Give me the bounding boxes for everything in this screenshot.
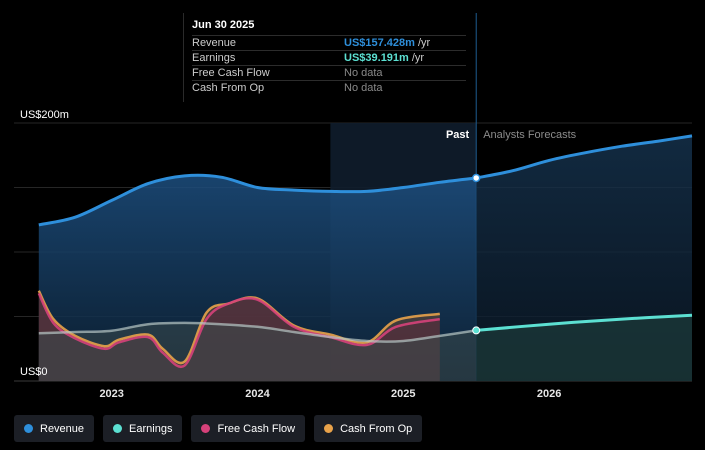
tooltip-row-earnings: Earnings US$39.191m /yr: [192, 50, 466, 65]
tooltip-row-cash-from-op: Cash From Op No data: [192, 80, 466, 95]
earnings-line: [38, 321, 477, 343]
revenue-forecast-line: [475, 134, 693, 180]
tooltip-row-label: Revenue: [192, 37, 237, 49]
legend-label: Earnings: [129, 422, 173, 435]
legend-dot-icon: [24, 424, 33, 433]
tooltip-row-free-cash-flow: Free Cash Flow No data: [192, 65, 466, 80]
x-tick-label: 2025: [391, 388, 415, 400]
legend-item-cash-from-op[interactable]: Cash From Op: [314, 415, 423, 442]
tooltip-date: Jun 30 2025: [192, 19, 255, 31]
legend-dot-icon: [201, 424, 211, 433]
line-layer: [37, 134, 693, 368]
earnings-forecast-area: [476, 315, 692, 381]
marker-layer: [471, 173, 481, 335]
earnings-marker: [472, 326, 481, 335]
tooltip-row-value: No data: [344, 67, 383, 79]
x-tick-label: 2024: [245, 388, 270, 400]
legend-item-revenue[interactable]: Revenue: [14, 415, 95, 442]
legend-label: Revenue: [40, 422, 85, 435]
legend: Revenue Earnings Free Cash Flow Cash Fro…: [14, 415, 423, 442]
earnings-forecast-line: [476, 313, 693, 332]
legend-item-free-cash-flow[interactable]: Free Cash Flow: [191, 415, 306, 442]
y-axis-top-label: US$200m: [20, 109, 69, 121]
tooltip-row-unit: /yr: [417, 37, 431, 49]
x-tick-label: 2023: [99, 388, 123, 400]
revenue-line: [38, 173, 477, 227]
y-axis-bottom-label: US$0: [20, 366, 48, 378]
label-layer: US$200m US$0 2023 2024 2025 2026 Past Analysts …: [20, 109, 577, 400]
forecast-label: Analysts Forecasts: [483, 129, 576, 141]
tooltip-row-label: Free Cash Flow: [192, 67, 270, 79]
free-cash-flow-line: [37, 292, 441, 368]
tooltip: Jun 30 2025 Revenue US$157.428m /yr Earn…: [183, 13, 474, 102]
legend-label: Free Cash Flow: [217, 422, 296, 435]
tooltip-row-value: US$39.191m: [344, 52, 409, 64]
legend-dot-icon: [324, 424, 334, 433]
tooltip-row-revenue: Revenue US$157.428m /yr: [192, 35, 466, 50]
x-tick-label: 2026: [537, 388, 561, 400]
tooltip-row-value: US$157.428m: [344, 37, 415, 49]
tooltip-row-value: No data: [344, 82, 383, 94]
tooltip-row-label: Cash From Op: [192, 82, 265, 94]
past-label: Past: [446, 129, 470, 141]
tooltip-row-label: Earnings: [192, 52, 236, 64]
legend-label: Cash From Op: [340, 422, 413, 435]
legend-dot-icon: [113, 424, 123, 433]
legend-item-earnings[interactable]: Earnings: [103, 415, 183, 442]
revenue-marker: [471, 173, 481, 183]
tooltip-row-unit: /yr: [411, 52, 425, 64]
